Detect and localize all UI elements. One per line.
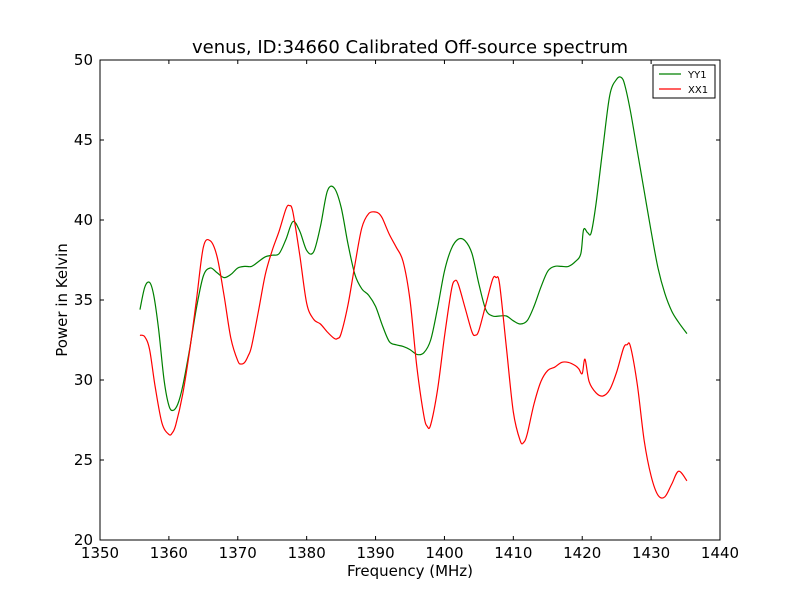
series-line-xx1 bbox=[139, 204, 688, 499]
x-tick-label: 1380 bbox=[288, 544, 326, 562]
x-tick-label: 1360 bbox=[150, 544, 188, 562]
x-tick-label: 1430 bbox=[632, 544, 670, 562]
y-tick-label: 30 bbox=[74, 371, 93, 389]
y-tick-label: 20 bbox=[74, 531, 93, 549]
series-line-yy1 bbox=[139, 76, 688, 412]
legend: YY1 XX1 bbox=[652, 64, 716, 99]
x-axis-label: Frequency (MHz) bbox=[347, 562, 473, 580]
x-tick-label: 1420 bbox=[563, 544, 601, 562]
y-tick-label: 45 bbox=[74, 131, 93, 149]
y-tick-label: 40 bbox=[74, 211, 93, 229]
x-tick-label: 1410 bbox=[494, 544, 532, 562]
y-tick-label: 25 bbox=[74, 451, 93, 469]
chart-title: venus, ID:34660 Calibrated Off-source sp… bbox=[192, 37, 628, 58]
legend-label-xx1: XX1 bbox=[688, 85, 708, 96]
legend-box bbox=[652, 64, 716, 99]
legend-label-yy1: YY1 bbox=[687, 70, 707, 81]
y-tick-label: 50 bbox=[74, 51, 93, 69]
x-tick-label: 1400 bbox=[425, 544, 463, 562]
series-layer bbox=[139, 76, 688, 499]
x-tick-label: 1350 bbox=[81, 544, 119, 562]
x-tick-label: 1370 bbox=[219, 544, 257, 562]
y-tick-label: 35 bbox=[74, 291, 93, 309]
ticks-layer: 1350 1360 1370 1380 1390 1400 1410 1420 1430 1440… bbox=[74, 51, 739, 562]
x-tick-label: 1390 bbox=[356, 544, 394, 562]
x-tick-label: 1440 bbox=[701, 544, 739, 562]
y-axis-label: Power in Kelvin bbox=[53, 243, 71, 357]
plot-frame bbox=[99, 59, 721, 541]
